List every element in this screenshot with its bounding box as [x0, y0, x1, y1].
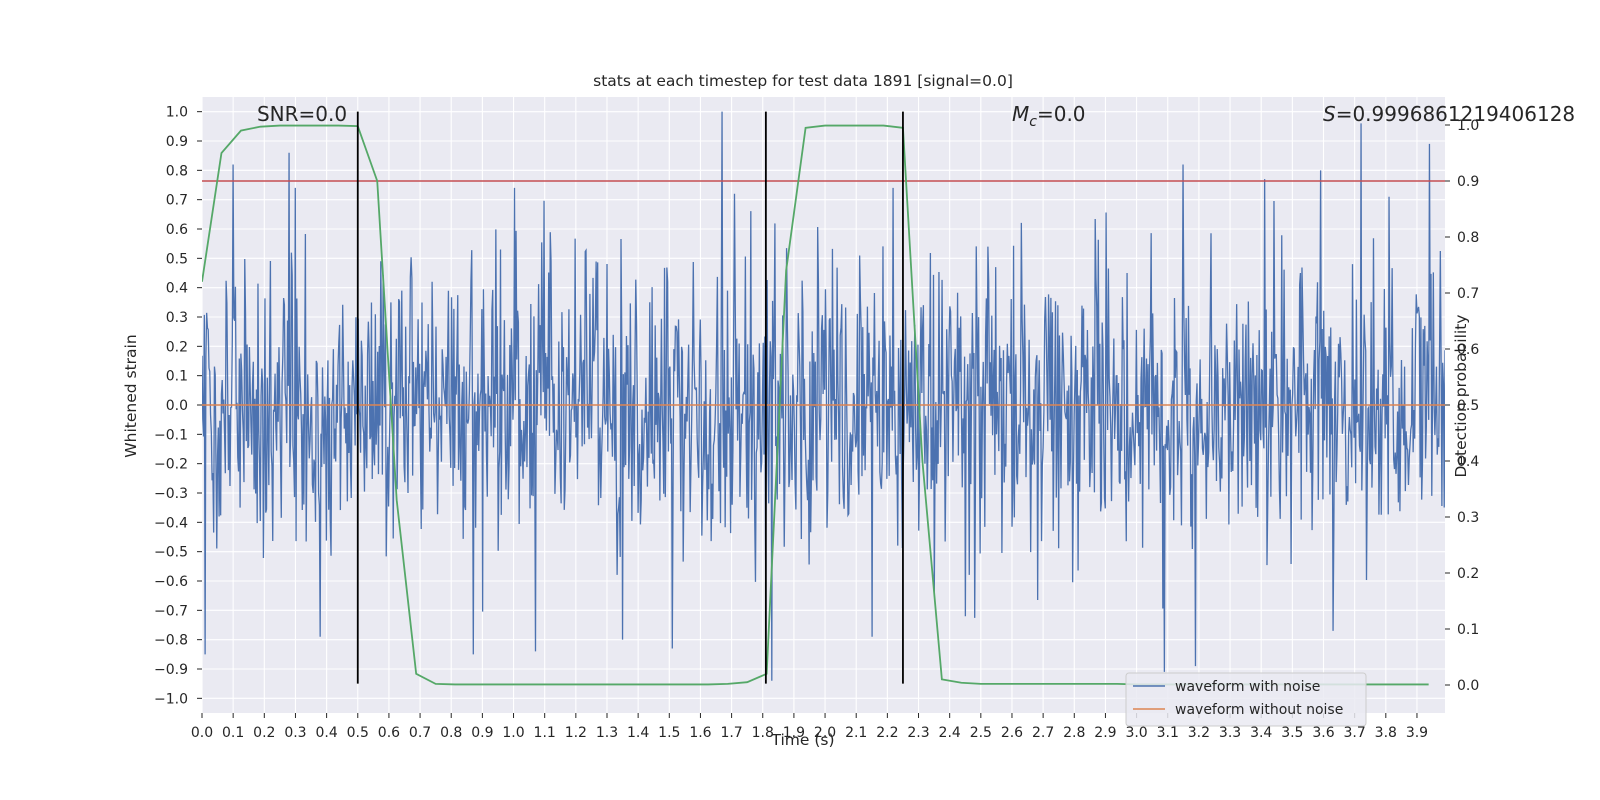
plot-content: [202, 111, 1445, 686]
x-tick-label: 3.5: [1281, 725, 1303, 741]
legend-label-waveform-without-noise: waveform without noise: [1175, 702, 1343, 718]
s-value: =0.9996861219406128: [1336, 102, 1575, 126]
y-right-tick-label: 1.0: [1457, 118, 1479, 134]
x-tick-label: 1.2: [565, 725, 587, 741]
x-tick-label: 2.0: [814, 725, 836, 741]
y-right-tick-label: 0.7: [1457, 286, 1479, 302]
x-tick-label: 2.6: [1001, 725, 1023, 741]
y-right-tick-label: 0.3: [1457, 510, 1479, 526]
y-left-tick-label: 0.9: [166, 134, 188, 150]
x-tick-label: 0.1: [222, 725, 244, 741]
y-right-tick-label: 0.5: [1457, 398, 1479, 414]
x-tick-label: 0.2: [253, 725, 275, 741]
x-tick-label: 1.7: [720, 725, 742, 741]
y-left-tick-label: 0.7: [166, 193, 188, 209]
x-tick-label: 3.9: [1406, 725, 1428, 741]
y-right-tick-label: 0.0: [1457, 678, 1479, 694]
y-right-tick-label: 0.6: [1457, 342, 1479, 358]
y-left-tick-label: 0.8: [166, 163, 188, 179]
y-left-tick-label: −0.1: [154, 427, 188, 443]
y-axis-left-label: Whitened strain: [122, 334, 140, 457]
x-tick-label: 1.3: [596, 725, 618, 741]
y-left-tick-label: 0.0: [166, 398, 188, 414]
x-tick-label: 0.8: [440, 725, 462, 741]
x-tick-label: 0.7: [409, 725, 431, 741]
x-tick-label: 3.3: [1219, 725, 1241, 741]
x-tick-label: 2.8: [1063, 725, 1085, 741]
y-axis-right-label: Detection probability: [1452, 315, 1470, 478]
x-tick-label: 0.0: [191, 725, 213, 741]
x-tick-label: 1.0: [502, 725, 524, 741]
x-tick-label: 3.7: [1344, 725, 1366, 741]
x-tick-label: 0.6: [378, 725, 400, 741]
y-left-tick-label: −1.0: [154, 691, 188, 707]
y-right-tick-label: 0.4: [1457, 454, 1479, 470]
x-tick-label: 1.6: [689, 725, 711, 741]
y-left-tick-label: 0.6: [166, 222, 188, 238]
y-right-tick-label: 0.2: [1457, 566, 1479, 582]
y-left-tick-label: 0.5: [166, 251, 188, 267]
snr-annotation: SNR=0.0: [257, 102, 347, 126]
s-annotation: S=0.9996861219406128: [1323, 102, 1575, 126]
x-tick-label: 0.5: [347, 725, 369, 741]
s-symbol: S: [1323, 102, 1336, 126]
x-tick-label: 2.2: [876, 725, 898, 741]
x-tick-label: 2.7: [1032, 725, 1054, 741]
x-tick-label: 2.4: [939, 725, 961, 741]
y-left-tick-label: 0.4: [166, 281, 188, 297]
x-tick-label: 2.1: [845, 725, 867, 741]
y-left-tick-label: 0.2: [166, 339, 188, 355]
legend: waveform with noise waveform without noi…: [1125, 672, 1367, 727]
x-tick-label: 0.3: [284, 725, 306, 741]
y-left-tick-label: −0.9: [154, 662, 188, 678]
y-left-tick-label: −0.7: [154, 603, 188, 619]
x-tick-label: 2.9: [1094, 725, 1116, 741]
y-left-tick-label: −0.3: [154, 486, 188, 502]
x-tick-label: 0.4: [315, 725, 337, 741]
y-axis-left-ticks: 1.0 0.9 0.8 0.7 0.6 0.5 0.4 0.3 0.2 0.1 0.0 −0.1 −0.…: [154, 105, 202, 707]
x-tick-label: 1.9: [783, 725, 805, 741]
x-tick-label: 3.1: [1157, 725, 1179, 741]
x-tick-label: 1.5: [658, 725, 680, 741]
mc-subscript: c: [1029, 114, 1037, 130]
x-tick-label: 3.0: [1125, 725, 1147, 741]
waveform-with-noise-line: [202, 111, 1445, 681]
mc-annotation: Mc=0.0: [1012, 102, 1086, 130]
mc-symbol: M: [1012, 102, 1029, 126]
x-axis-ticks: 0.0 0.1 0.2 0.3 0.4 0.5 0.6 0.7 0.8 0.9 1.0 1.1 1.2 1…: [191, 713, 1428, 741]
x-tick-label: 2.3: [907, 725, 929, 741]
x-tick-label: 3.6: [1312, 725, 1334, 741]
y-right-tick-label: 0.1: [1457, 622, 1479, 638]
x-tick-label: 1.1: [534, 725, 556, 741]
x-tick-label: 1.4: [627, 725, 649, 741]
chart-title: stats at each timestep for test data 189…: [593, 72, 1013, 90]
x-tick-label: 3.8: [1375, 725, 1397, 741]
mc-value: =0.0: [1037, 102, 1086, 126]
y-right-tick-label: 0.8: [1457, 230, 1479, 246]
y-right-tick-label: 0.9: [1457, 174, 1479, 190]
y-left-tick-label: −0.6: [154, 574, 188, 590]
x-tick-label: 3.2: [1188, 725, 1210, 741]
legend-label-waveform-with-noise: waveform with noise: [1175, 679, 1320, 695]
y-left-tick-label: −0.2: [154, 457, 188, 473]
x-axis-label: Time (s): [770, 731, 834, 749]
x-tick-label: 2.5: [970, 725, 992, 741]
x-tick-label: 0.9: [471, 725, 493, 741]
y-left-tick-label: −0.8: [154, 633, 188, 649]
event-markers: [356, 111, 904, 684]
y-left-tick-label: −0.4: [154, 515, 188, 531]
y-left-tick-label: 1.0: [166, 105, 188, 121]
y-left-tick-label: 0.3: [166, 310, 188, 326]
x-tick-label: 1.8: [752, 725, 774, 741]
y-left-tick-label: 0.1: [166, 369, 188, 385]
y-left-tick-label: −0.5: [154, 545, 188, 561]
legend-box: [1125, 672, 1367, 727]
y-axis-right-ticks: 1.0 0.9 0.8 0.7 0.6 0.5 0.4 0.3 0.2 0.1 0.0: [1445, 118, 1479, 694]
x-tick-label: 3.4: [1250, 725, 1272, 741]
